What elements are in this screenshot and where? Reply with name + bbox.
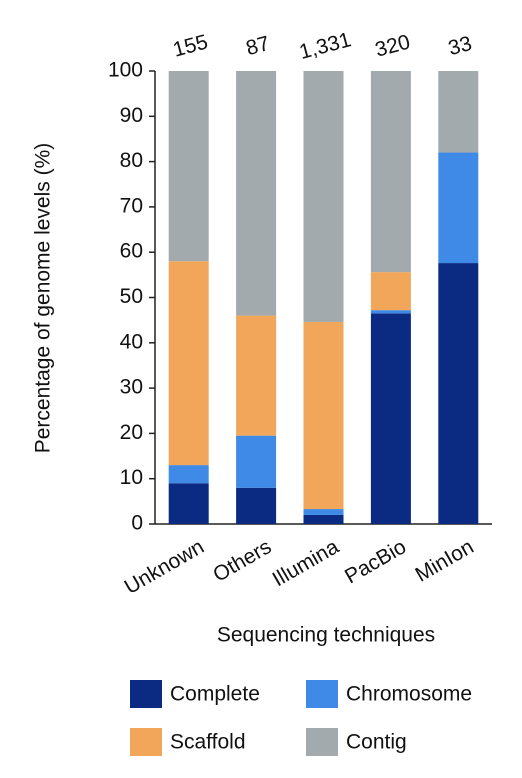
x-axis-label: Sequencing techniques: [217, 624, 435, 647]
y-tick-label: 100: [108, 59, 143, 82]
y-tick-label: 80: [120, 149, 143, 172]
legend-swatch: [130, 680, 162, 708]
x-tick-label: Illumina: [269, 535, 343, 591]
bar-segment: [438, 263, 479, 524]
bar-segment: [303, 514, 344, 524]
bar-segment: [370, 313, 411, 524]
y-tick-label: 40: [120, 330, 143, 353]
bar-segment: [370, 310, 411, 314]
y-tick-label: 60: [120, 240, 143, 263]
bar-segment: [303, 509, 344, 515]
legend-label: Contig: [346, 731, 407, 754]
bar-segment: [168, 465, 209, 484]
bar-segment: [236, 435, 277, 488]
x-tick-label: PacBio: [341, 535, 410, 588]
bar-total: 87: [244, 32, 273, 60]
legend-label: Scaffold: [170, 731, 246, 754]
bar-total: 1,331: [297, 28, 354, 64]
bar-segment: [303, 71, 344, 322]
y-tick-label: 50: [120, 285, 143, 308]
x-tick-label: Others: [209, 535, 275, 586]
y-tick-label: 30: [120, 376, 143, 399]
x-tick-label: MinIon: [411, 535, 477, 586]
legend-swatch: [306, 728, 338, 756]
bar-segment: [236, 487, 277, 524]
y-tick-label: 10: [120, 466, 143, 489]
legend-swatch: [306, 680, 338, 708]
legend-label: Chromosome: [346, 683, 472, 706]
bar-segment: [370, 71, 411, 273]
bar-segment: [303, 321, 344, 510]
y-tick-label: 20: [120, 421, 143, 444]
y-axis-label: Percentage of genome levels (%): [32, 143, 55, 454]
bar-segment: [236, 71, 277, 316]
y-tick-label: 90: [120, 104, 143, 127]
bar-segment: [438, 71, 479, 153]
legend-swatch: [130, 728, 162, 756]
bar-total: 320: [373, 30, 413, 61]
y-tick-label: 0: [131, 512, 143, 535]
bar-segment: [168, 261, 209, 466]
x-tick-label: Unknown: [121, 535, 208, 599]
bar-segment: [168, 71, 209, 262]
bar-segment: [236, 315, 277, 436]
bar-segment: [438, 152, 479, 264]
bar-total: 155: [171, 30, 211, 61]
legend-label: Complete: [170, 683, 260, 706]
bar-total: 33: [446, 32, 475, 60]
bar-segment: [370, 272, 411, 311]
y-tick-label: 70: [120, 194, 143, 217]
bar-segment: [168, 483, 209, 524]
